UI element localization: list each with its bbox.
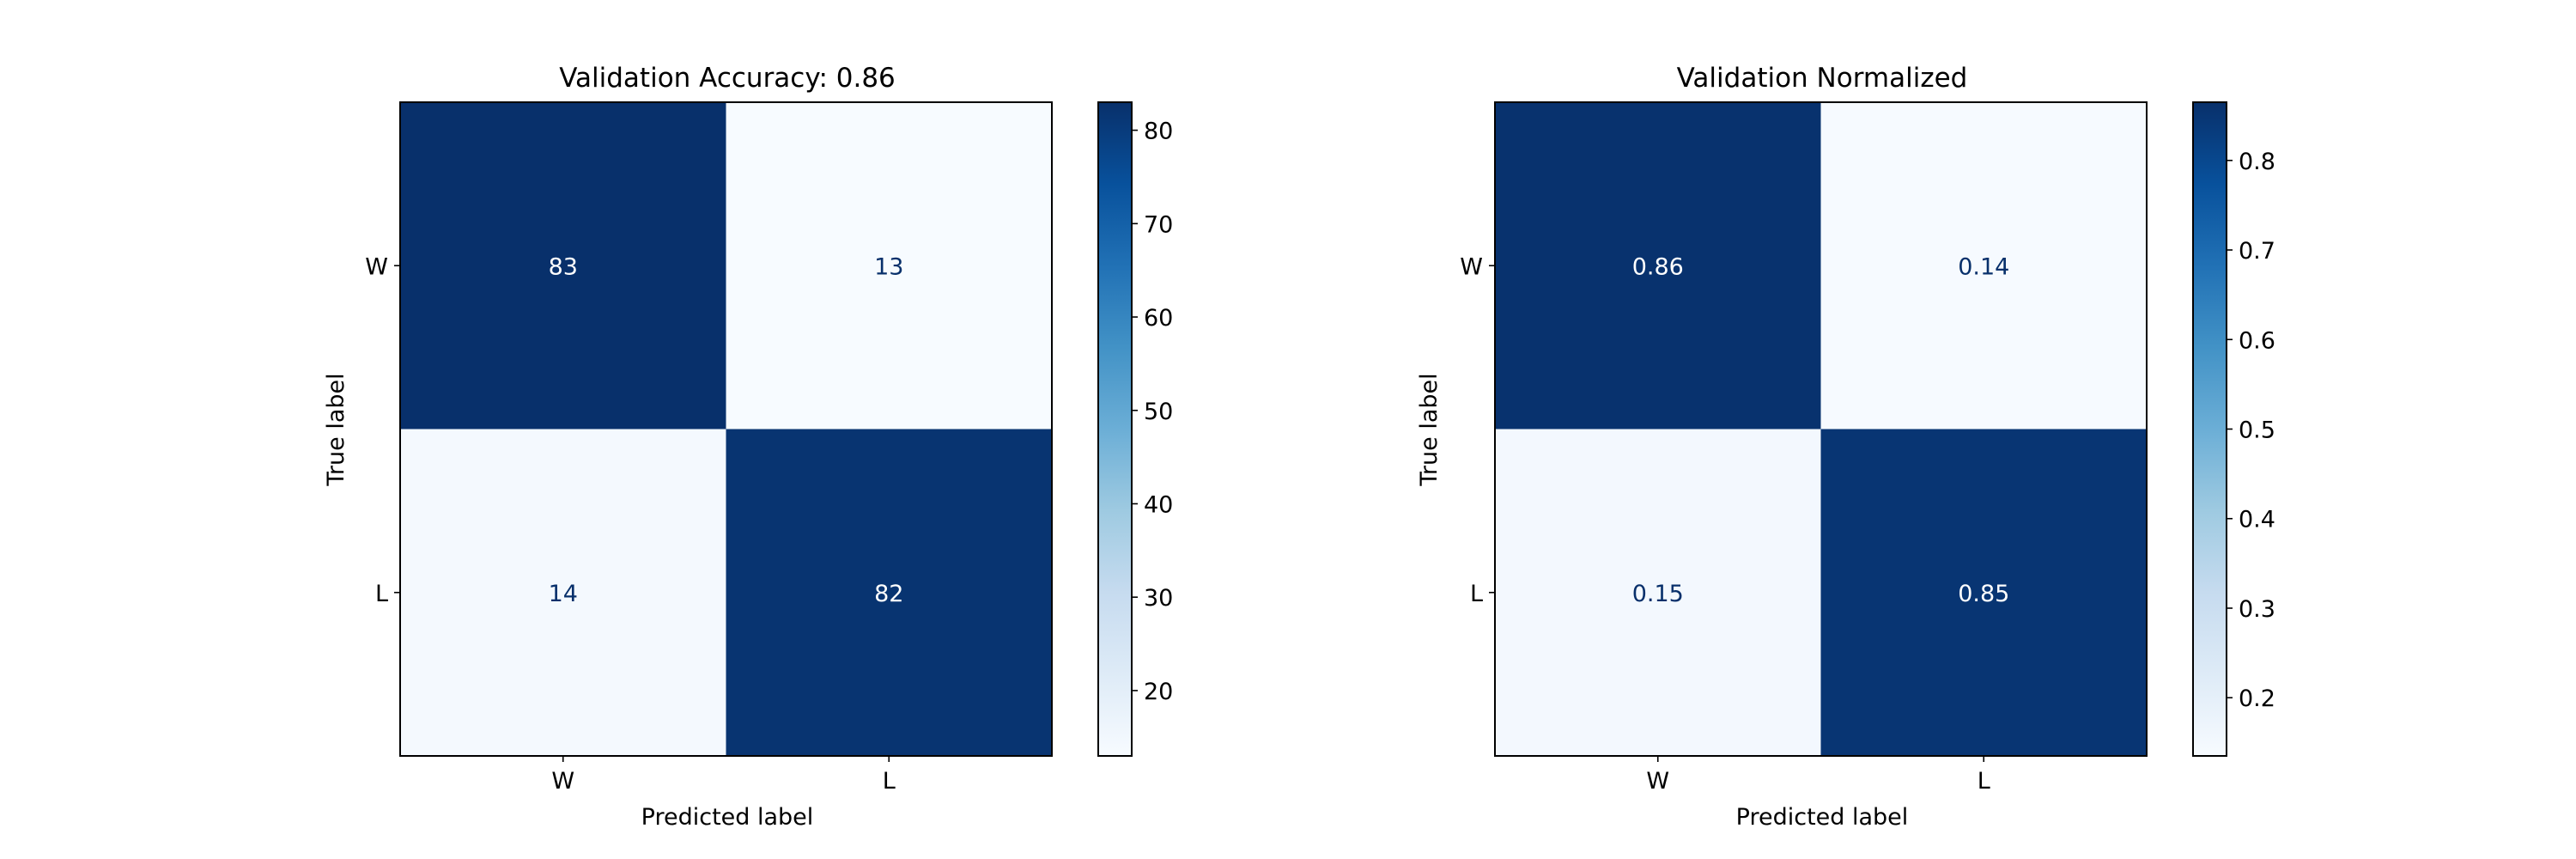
x-tick-label: L	[883, 768, 896, 795]
colorbar-tick-label: 20	[1144, 679, 1173, 705]
chart-title: Validation Normalized	[1677, 63, 1968, 94]
colorbar-tick-label: 0.2	[2239, 685, 2275, 712]
axes-frame	[1494, 101, 2148, 757]
matrix-cell	[726, 102, 1052, 430]
matrix-cell	[1495, 429, 1821, 756]
x-tick-label: W	[1646, 768, 1669, 795]
cell-value-label: 0.85	[1958, 581, 2009, 607]
x-axis-label: Predicted label	[1736, 804, 1909, 831]
matrix-cell	[726, 429, 1052, 756]
y-tick-label: W	[365, 253, 388, 280]
confusion-matrix-normalized-panel: Validation Normalized Predicted label Tr…	[1416, 63, 2275, 831]
colorbar-tick-label: 0.7	[2239, 238, 2275, 265]
colorbar-tick-label: 0.6	[2239, 327, 2275, 354]
y-tick-label: L	[375, 581, 388, 607]
colorbar-tick-label: 50	[1144, 399, 1173, 425]
cell-value-label: 82	[874, 581, 903, 607]
colorbar-tick-label: 30	[1144, 585, 1173, 612]
colorbar-tick-label: 70	[1144, 211, 1173, 238]
cell-value-label: 0.86	[1632, 253, 1684, 280]
x-tick-label: W	[551, 768, 574, 795]
y-tick-label: L	[1470, 581, 1483, 607]
confusion-matrix-counts-panel: Validation Accuracy: 0.86 Predicted labe…	[323, 63, 1173, 831]
x-tick-label: L	[1978, 768, 1990, 795]
colorbar-tick-label: 80	[1144, 119, 1173, 145]
colorbar	[1097, 101, 1133, 757]
y-axis-label: True label	[323, 373, 349, 486]
colorbar-tick-label: 0.8	[2239, 149, 2275, 175]
cell-value-label: 0.15	[1632, 581, 1684, 607]
colorbar-tick-label: 0.3	[2239, 596, 2275, 623]
matrix-cell	[400, 102, 726, 430]
colorbar-tick-label: 40	[1144, 491, 1173, 518]
chart-title: Validation Accuracy: 0.86	[559, 63, 896, 94]
matrix-cell	[1495, 102, 1821, 430]
colorbar-tick-label: 0.5	[2239, 417, 2275, 444]
colorbar-tick-label: 0.4	[2239, 507, 2275, 533]
matrix-cell	[1820, 102, 2147, 430]
cell-value-label: 13	[874, 253, 903, 280]
colorbar-tick-label: 60	[1144, 305, 1173, 332]
cell-value-label: 83	[549, 253, 578, 280]
axes-frame	[399, 101, 1053, 757]
cell-value-label: 14	[549, 581, 578, 607]
y-axis-label: True label	[1416, 373, 1443, 486]
cell-value-label: 0.14	[1958, 253, 2009, 280]
x-axis-label: Predicted label	[641, 804, 814, 831]
colorbar	[2192, 101, 2227, 757]
matrix-cell	[1820, 429, 2147, 756]
matrix-cell	[400, 429, 726, 756]
y-tick-label: W	[1460, 253, 1483, 280]
